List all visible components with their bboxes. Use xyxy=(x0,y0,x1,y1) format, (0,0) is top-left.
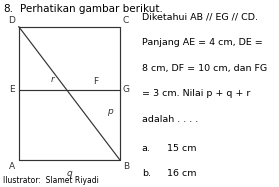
Text: F: F xyxy=(93,77,98,86)
Text: 16 cm: 16 cm xyxy=(167,169,196,178)
Text: p: p xyxy=(107,107,112,116)
Text: 8.: 8. xyxy=(3,4,13,14)
Text: G: G xyxy=(123,85,130,94)
Text: D: D xyxy=(8,16,15,25)
Text: adalah . . . .: adalah . . . . xyxy=(142,115,198,124)
Text: Ilustrator:  Slamet Riyadi: Ilustrator: Slamet Riyadi xyxy=(3,176,99,185)
Text: A: A xyxy=(9,162,15,171)
Text: a.: a. xyxy=(142,144,151,153)
Text: Diketahui AB // EG // CD.: Diketahui AB // EG // CD. xyxy=(142,13,258,22)
Text: E: E xyxy=(9,85,15,94)
Text: Panjang AE = 4 cm, DE =: Panjang AE = 4 cm, DE = xyxy=(142,38,263,47)
Text: 8 cm, DF = 10 cm, dan FG: 8 cm, DF = 10 cm, dan FG xyxy=(142,64,267,73)
Text: = 3 cm. Nilai p + q + r: = 3 cm. Nilai p + q + r xyxy=(142,89,250,98)
Text: C: C xyxy=(123,16,129,25)
Text: q: q xyxy=(67,169,72,178)
Text: r: r xyxy=(50,75,54,84)
Text: B: B xyxy=(123,162,129,171)
Text: 15 cm: 15 cm xyxy=(167,144,196,153)
Text: Perhatikan gambar berikut.: Perhatikan gambar berikut. xyxy=(20,4,162,14)
Text: b.: b. xyxy=(142,169,151,178)
